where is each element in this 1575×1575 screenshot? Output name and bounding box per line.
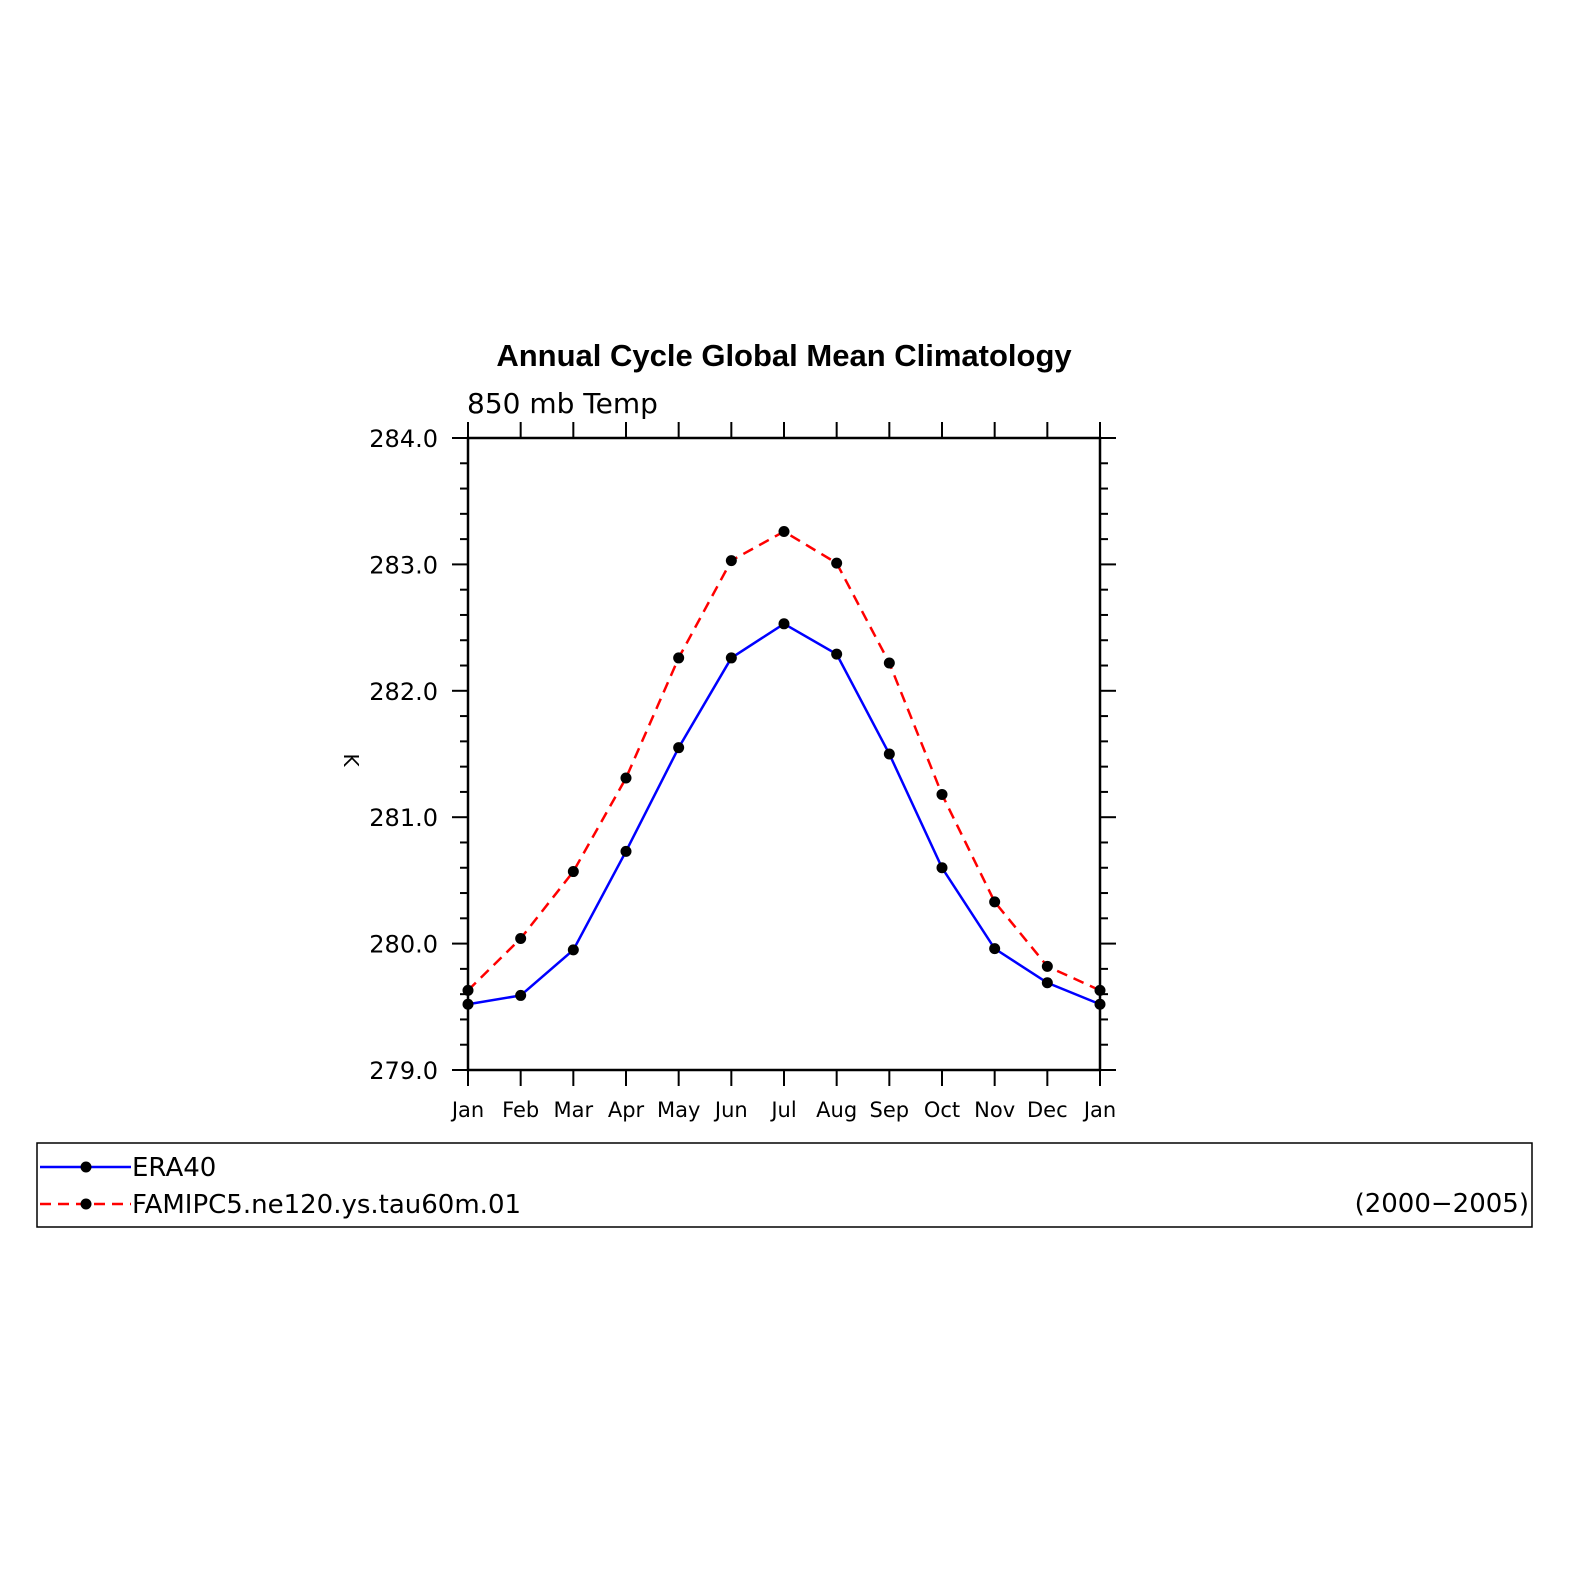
y-tick-label: 283.0 bbox=[369, 551, 438, 579]
data-point bbox=[989, 943, 1001, 955]
x-tick-label: Apr bbox=[608, 1098, 645, 1122]
data-point bbox=[936, 788, 948, 800]
data-point bbox=[1041, 977, 1053, 989]
x-tick-label: Mar bbox=[554, 1098, 594, 1122]
x-tick-label: Dec bbox=[1027, 1098, 1068, 1122]
series-line-1 bbox=[467, 530, 1101, 992]
data-point bbox=[620, 845, 632, 857]
data-point bbox=[462, 998, 474, 1010]
data-point bbox=[1094, 998, 1106, 1010]
data-point bbox=[1094, 984, 1106, 996]
data-point bbox=[778, 526, 790, 538]
data-point bbox=[725, 652, 737, 664]
chart-title: Annual Cycle Global Mean Climatology bbox=[496, 338, 1072, 373]
x-tick-label: Jan bbox=[1082, 1098, 1116, 1122]
y-tick-label: 279.0 bbox=[369, 1057, 438, 1085]
y-axis-label: K bbox=[339, 753, 363, 767]
x-tick-label: Oct bbox=[924, 1098, 960, 1122]
x-tick-label: Sep bbox=[870, 1098, 910, 1122]
x-tick-label: Jan bbox=[450, 1098, 484, 1122]
y-tick-label: 281.0 bbox=[369, 804, 438, 832]
x-tick-label: Aug bbox=[816, 1098, 857, 1122]
data-point bbox=[620, 772, 632, 784]
y-tick-label: 280.0 bbox=[369, 931, 438, 959]
data-point bbox=[883, 657, 895, 669]
legend-marker bbox=[80, 1198, 92, 1210]
x-tick-label: Nov bbox=[974, 1098, 1015, 1122]
data-point bbox=[831, 648, 843, 660]
data-point bbox=[989, 896, 1001, 908]
x-tick-label: May bbox=[657, 1098, 700, 1122]
x-tick-label: Jul bbox=[769, 1098, 796, 1122]
data-point bbox=[673, 742, 685, 754]
data-point bbox=[778, 618, 790, 630]
x-tick-label: Feb bbox=[502, 1098, 539, 1122]
data-point bbox=[515, 933, 527, 945]
chart-subtitle: 850 mb Temp bbox=[467, 387, 658, 420]
data-point bbox=[567, 866, 579, 878]
data-point bbox=[883, 748, 895, 760]
data-point bbox=[515, 989, 527, 1001]
data-point bbox=[673, 652, 685, 664]
legend-label: ERA40 bbox=[132, 1153, 216, 1183]
legend-marker bbox=[80, 1161, 92, 1173]
data-point bbox=[462, 984, 474, 996]
x-tick-label: Jun bbox=[713, 1098, 748, 1122]
y-tick-label: 284.0 bbox=[369, 425, 438, 453]
y-tick-label: 282.0 bbox=[369, 678, 438, 706]
legend-label: FAMIPC5.ne120.ys.tau60m.01 bbox=[132, 1190, 521, 1220]
legend-box bbox=[36, 1142, 1533, 1228]
data-point bbox=[567, 944, 579, 956]
legend-period: (2000−2005) bbox=[1355, 1189, 1529, 1219]
legend: (2000−2005) ERA40 FAMIPC5.ne120.ys.tau60m… bbox=[36, 1142, 1533, 1228]
data-point bbox=[725, 555, 737, 567]
data-point bbox=[1041, 960, 1053, 972]
series-line-0 bbox=[467, 622, 1101, 1006]
plot-area: 279.0 280.0 281.0 282.0 283.0 284.0 Jan Feb Mar A… bbox=[369, 422, 1116, 1122]
data-point bbox=[936, 862, 948, 874]
data-point bbox=[831, 557, 843, 569]
